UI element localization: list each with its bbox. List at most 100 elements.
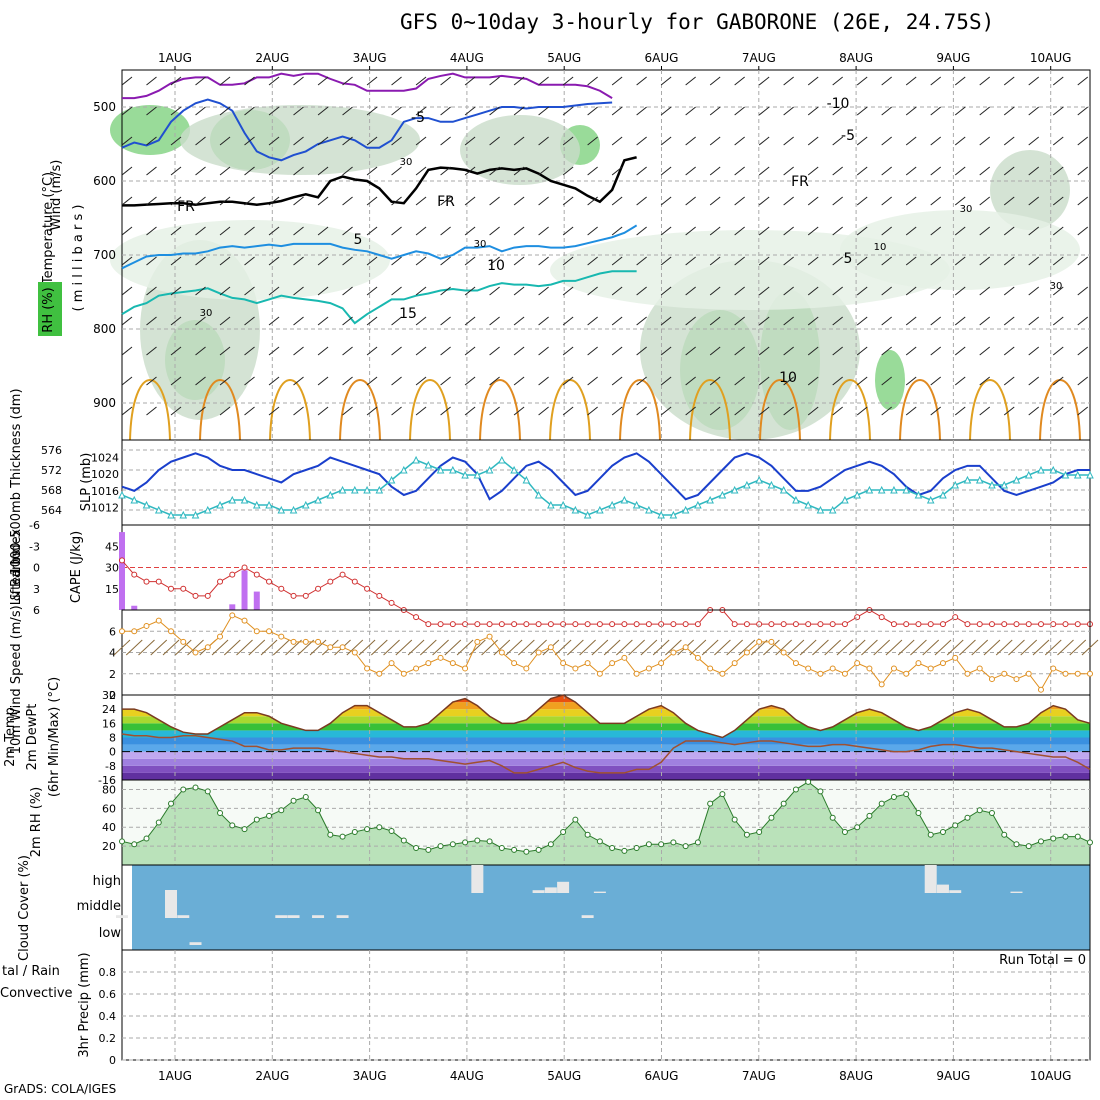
upper-wind-barb bbox=[832, 196, 843, 206]
upper-wind-barb bbox=[685, 136, 696, 146]
contour-label: -5 bbox=[841, 128, 855, 144]
upper-wind-barb bbox=[391, 286, 402, 296]
rh-line-marker bbox=[155, 819, 162, 826]
rh-line-marker bbox=[462, 839, 469, 846]
temp-tick-label: 32 bbox=[102, 689, 116, 702]
thickness-marker bbox=[951, 480, 960, 489]
upper-wind-barb bbox=[366, 196, 378, 206]
wind-speed-line-marker bbox=[1037, 686, 1044, 693]
upper-wind-barb bbox=[611, 196, 623, 206]
rh-line-marker bbox=[278, 807, 285, 814]
upper-wind-barb bbox=[489, 346, 500, 356]
upper-wind-barb bbox=[170, 106, 182, 116]
upper-wind-barb bbox=[587, 256, 598, 266]
isotherm-minus5 bbox=[121, 98, 613, 162]
upper-wind-barb bbox=[440, 376, 451, 386]
rh-line-marker bbox=[131, 841, 138, 848]
upper-wind-barb bbox=[685, 316, 696, 326]
rh-line-marker bbox=[1025, 843, 1032, 850]
upper-wind-barb bbox=[734, 136, 745, 146]
upper-wind-barb bbox=[513, 76, 525, 86]
upper-wind-barb bbox=[244, 256, 255, 266]
rh-line-marker bbox=[658, 841, 665, 848]
upper-wind-barb bbox=[905, 226, 917, 236]
surface-wind-barb bbox=[395, 639, 413, 656]
cloud-background bbox=[132, 865, 1090, 950]
surface-wind-barb bbox=[1032, 639, 1050, 656]
upper-wind-barb bbox=[930, 166, 942, 176]
upper-wind-barb bbox=[832, 286, 843, 296]
upper-wind-barb bbox=[636, 166, 647, 176]
upper-wind-barb bbox=[930, 256, 942, 266]
upper-wind-barb bbox=[734, 346, 745, 356]
upper-wind-barb bbox=[244, 76, 255, 86]
rh-line-marker bbox=[817, 788, 824, 795]
upper-wind-barb bbox=[807, 316, 819, 326]
upper-wind-barb bbox=[1077, 226, 1089, 236]
upper-wind-barb bbox=[464, 196, 476, 206]
contour-label: 30 bbox=[474, 239, 487, 250]
slp-tick-label: 1024 bbox=[91, 452, 119, 465]
wind-speed-line-marker bbox=[266, 628, 273, 635]
day-tick-bottom: 7AUG bbox=[742, 1069, 776, 1083]
upper-wind-barb bbox=[685, 196, 696, 206]
temp-band bbox=[122, 765, 1090, 773]
ylabel-convective: Convective bbox=[0, 986, 73, 1001]
upper-wind-barb bbox=[268, 256, 280, 266]
rh-line-marker bbox=[719, 791, 726, 798]
upper-wind-barb bbox=[930, 286, 942, 296]
upper-wind-barb bbox=[930, 196, 942, 206]
surface-wind-barb bbox=[616, 639, 633, 656]
upper-wind-barb bbox=[146, 76, 157, 86]
thickness-marker bbox=[510, 465, 518, 474]
rh-line-marker bbox=[180, 786, 187, 793]
upper-wind-barb bbox=[121, 226, 133, 236]
rh-line-marker bbox=[1050, 835, 1057, 842]
wind-speed-line-marker bbox=[388, 660, 395, 667]
surface-wind-barb bbox=[714, 639, 731, 656]
upper-wind-barb bbox=[1003, 226, 1015, 236]
upper-wind-barb bbox=[905, 106, 917, 116]
lifted-index-line-marker bbox=[498, 621, 505, 628]
upper-wind-barb bbox=[856, 136, 868, 146]
lifted-index-line-marker bbox=[425, 621, 432, 628]
upper-wind-barb bbox=[464, 106, 476, 116]
upper-wind-barb bbox=[1077, 316, 1089, 326]
rh-line-marker bbox=[694, 839, 701, 846]
upper-wind-barb bbox=[709, 286, 721, 296]
upper-wind-barb bbox=[293, 196, 304, 206]
rh-line-marker bbox=[621, 847, 628, 854]
wind-speed-line-marker bbox=[780, 649, 787, 656]
upper-wind-barb bbox=[146, 406, 157, 416]
upper-wind-barb bbox=[513, 316, 525, 326]
upper-wind-barb bbox=[317, 226, 329, 236]
temp-band bbox=[122, 730, 1090, 738]
lifted-index-line-marker bbox=[805, 621, 812, 628]
upper-wind-barb bbox=[489, 136, 500, 146]
temp-band bbox=[122, 723, 1090, 731]
upper-wind-barb bbox=[170, 346, 182, 356]
warm-isotherm bbox=[479, 379, 521, 441]
lifted-index-line-marker bbox=[694, 621, 701, 628]
upper-wind-barb bbox=[342, 316, 353, 326]
upper-wind-barb bbox=[268, 286, 280, 296]
thickness-marker bbox=[608, 500, 616, 509]
upper-wind-barb bbox=[244, 226, 255, 236]
surface-wind-barb bbox=[971, 639, 989, 656]
rh-line-marker bbox=[511, 846, 518, 853]
lifted-index-line-marker bbox=[413, 614, 420, 621]
upper-wind-barb bbox=[244, 406, 255, 416]
upper-wind-barb bbox=[1077, 376, 1089, 386]
surface-wind-barb bbox=[1008, 639, 1025, 656]
upper-wind-barb bbox=[366, 106, 378, 116]
upper-wind-barb bbox=[807, 106, 819, 116]
temp-band bbox=[122, 772, 1090, 780]
grads-credit: GrADS: COLA/IGES bbox=[4, 1082, 117, 1096]
lifted-tick-label: -3 bbox=[29, 540, 40, 553]
surface-wind-barb bbox=[897, 639, 915, 656]
wind-speed-line-marker bbox=[976, 665, 983, 672]
surface-wind-barb bbox=[113, 639, 131, 656]
lifted-index-line-marker bbox=[388, 599, 395, 606]
upper-wind-barb bbox=[538, 226, 549, 236]
upper-wind-barb bbox=[660, 316, 672, 326]
